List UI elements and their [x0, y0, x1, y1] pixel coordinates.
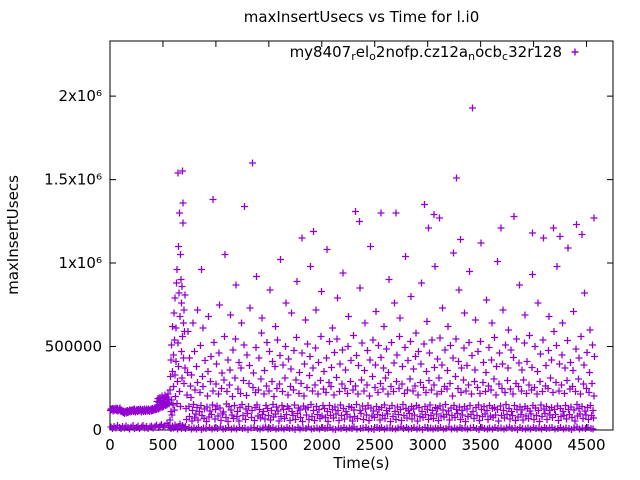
x-tick-label: 0	[105, 436, 115, 454]
y-tick-label: 0	[92, 421, 102, 439]
x-tick-label: 1500	[250, 436, 288, 454]
y-axis-label: maxInsertUsecs	[4, 175, 22, 295]
chart-title: maxInsertUsecs vs Time for l.i0	[244, 8, 480, 26]
x-tick-label: 2000	[303, 436, 341, 454]
legend-label: my8407relo2nofp.cz12anocbc32r128	[290, 43, 562, 63]
x-tick-label: 4000	[514, 436, 552, 454]
x-tick-label: 3500	[462, 436, 500, 454]
x-tick-label: 4500	[567, 436, 605, 454]
x-axis-label: Time(s)	[332, 454, 389, 472]
data-points	[107, 104, 598, 433]
x-tick-label: 3000	[409, 436, 447, 454]
y-tick-label: 500000	[45, 338, 102, 356]
y-tick-label: 2x10⁶	[58, 87, 102, 105]
y-tick-label: 1x10⁶	[58, 254, 102, 272]
legend-marker-icon	[571, 48, 579, 56]
plot-border	[109, 40, 614, 431]
x-tick-label: 2500	[356, 436, 394, 454]
y-tick-label: 1.5x10⁶	[44, 171, 102, 189]
x-tick-label: 500	[149, 436, 178, 454]
x-tick-label: 1000	[197, 436, 235, 454]
